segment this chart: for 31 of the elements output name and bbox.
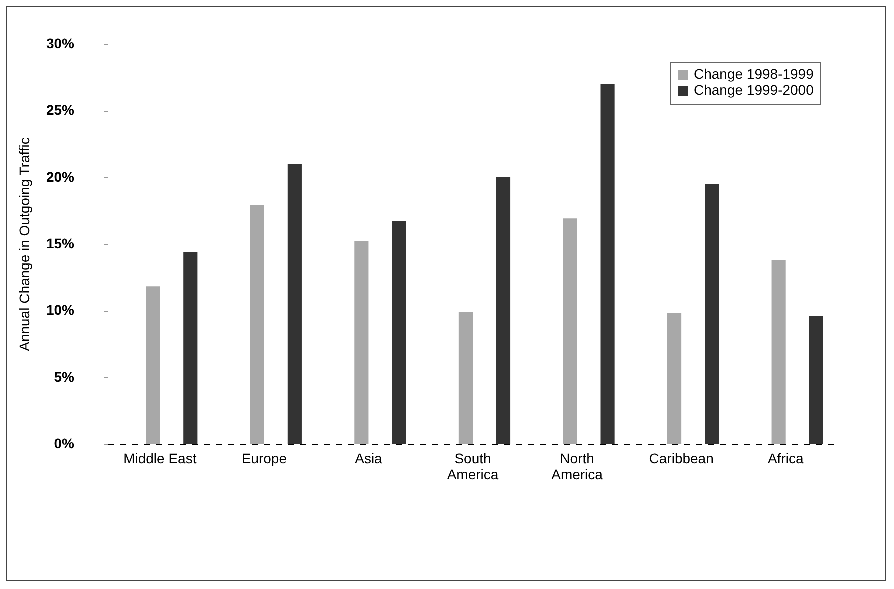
x-tick-label: Europe xyxy=(242,450,288,466)
bar xyxy=(772,260,786,444)
y-tick-label: 25% xyxy=(46,102,76,118)
bar xyxy=(496,177,511,444)
x-tick-label: Caribbean xyxy=(649,450,714,466)
x-tick-label: Asia xyxy=(355,450,383,466)
bar xyxy=(250,205,264,444)
x-tick-label: North America xyxy=(552,450,604,482)
bar xyxy=(184,252,198,444)
bar xyxy=(146,286,160,444)
y-tick-label: 10% xyxy=(46,302,76,318)
legend-label: Change 1998-1999 xyxy=(694,66,814,82)
x-tick-label: Africa xyxy=(768,450,804,466)
bar xyxy=(563,218,578,444)
y-axis-title: Annual Change in Outgoing Traffic xyxy=(16,138,32,352)
legend-label: Change 1999-2000 xyxy=(694,82,814,98)
bar xyxy=(705,184,720,444)
bar xyxy=(288,164,302,444)
bar xyxy=(458,312,473,444)
bar xyxy=(392,221,406,444)
x-tick-label: Middle East xyxy=(124,450,197,466)
bar xyxy=(600,84,615,444)
y-tick-label: 0% xyxy=(54,436,76,452)
x-tick-label: South America xyxy=(447,450,499,482)
bar xyxy=(809,316,824,444)
y-tick-label: 20% xyxy=(46,168,76,185)
bar xyxy=(354,241,369,444)
y-tick-label: 30% xyxy=(46,36,76,52)
bar xyxy=(667,313,682,444)
y-tick-label: 5% xyxy=(54,368,76,385)
y-tick-label: 15% xyxy=(46,236,76,252)
